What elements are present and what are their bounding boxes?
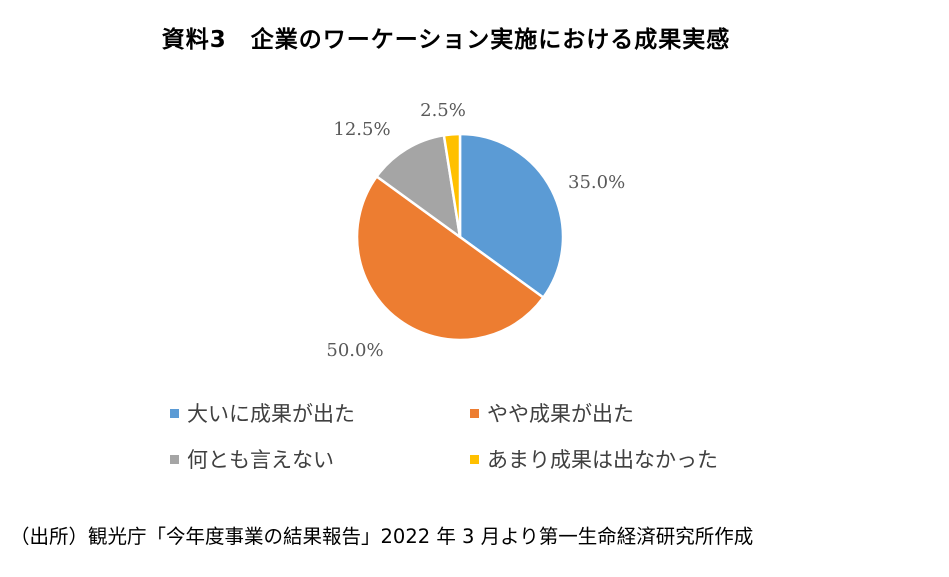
pie-slices [355, 132, 565, 342]
legend-marker [170, 408, 179, 418]
pie-data-label: 50.0% [326, 340, 383, 361]
chart-title: 資料3 企業のワーケーション実施における成果実感 [161, 27, 731, 53]
legend-label: 何とも言えない [187, 448, 334, 472]
source-note: （出所）観光庁「今年度事業の結果報告」2022 年 3 月より第一生命経済研究所… [10, 525, 754, 548]
legend-item: 大いに成果が出た [170, 398, 470, 428]
legend-item: あまり成果は出なかった [470, 444, 810, 474]
pie-slice [458, 132, 565, 299]
pie-data-label: 2.5% [420, 100, 466, 121]
pie-data-labels: 35.0% 50.0% 12.5% 2.5% [326, 100, 625, 361]
legend-label: やや成果が出た [487, 402, 634, 426]
legend-item: やや成果が出た [470, 398, 810, 428]
legend-label: あまり成果は出なかった [487, 448, 718, 472]
legend-marker [470, 454, 479, 464]
legend-item: 何とも言えない [170, 444, 470, 474]
pie-slice [442, 132, 462, 239]
legend-marker [470, 408, 479, 418]
pie-slice [375, 134, 462, 239]
legend-label: 大いに成果が出た [187, 402, 355, 426]
pie-slice [355, 175, 545, 342]
legend-marker [170, 454, 179, 464]
pie-data-label: 12.5% [333, 119, 390, 140]
pie-data-label: 35.0% [568, 172, 625, 193]
legend: 大いに成果が出た やや成果が出た 何とも言えない あまり成果は出なかった [170, 398, 810, 474]
